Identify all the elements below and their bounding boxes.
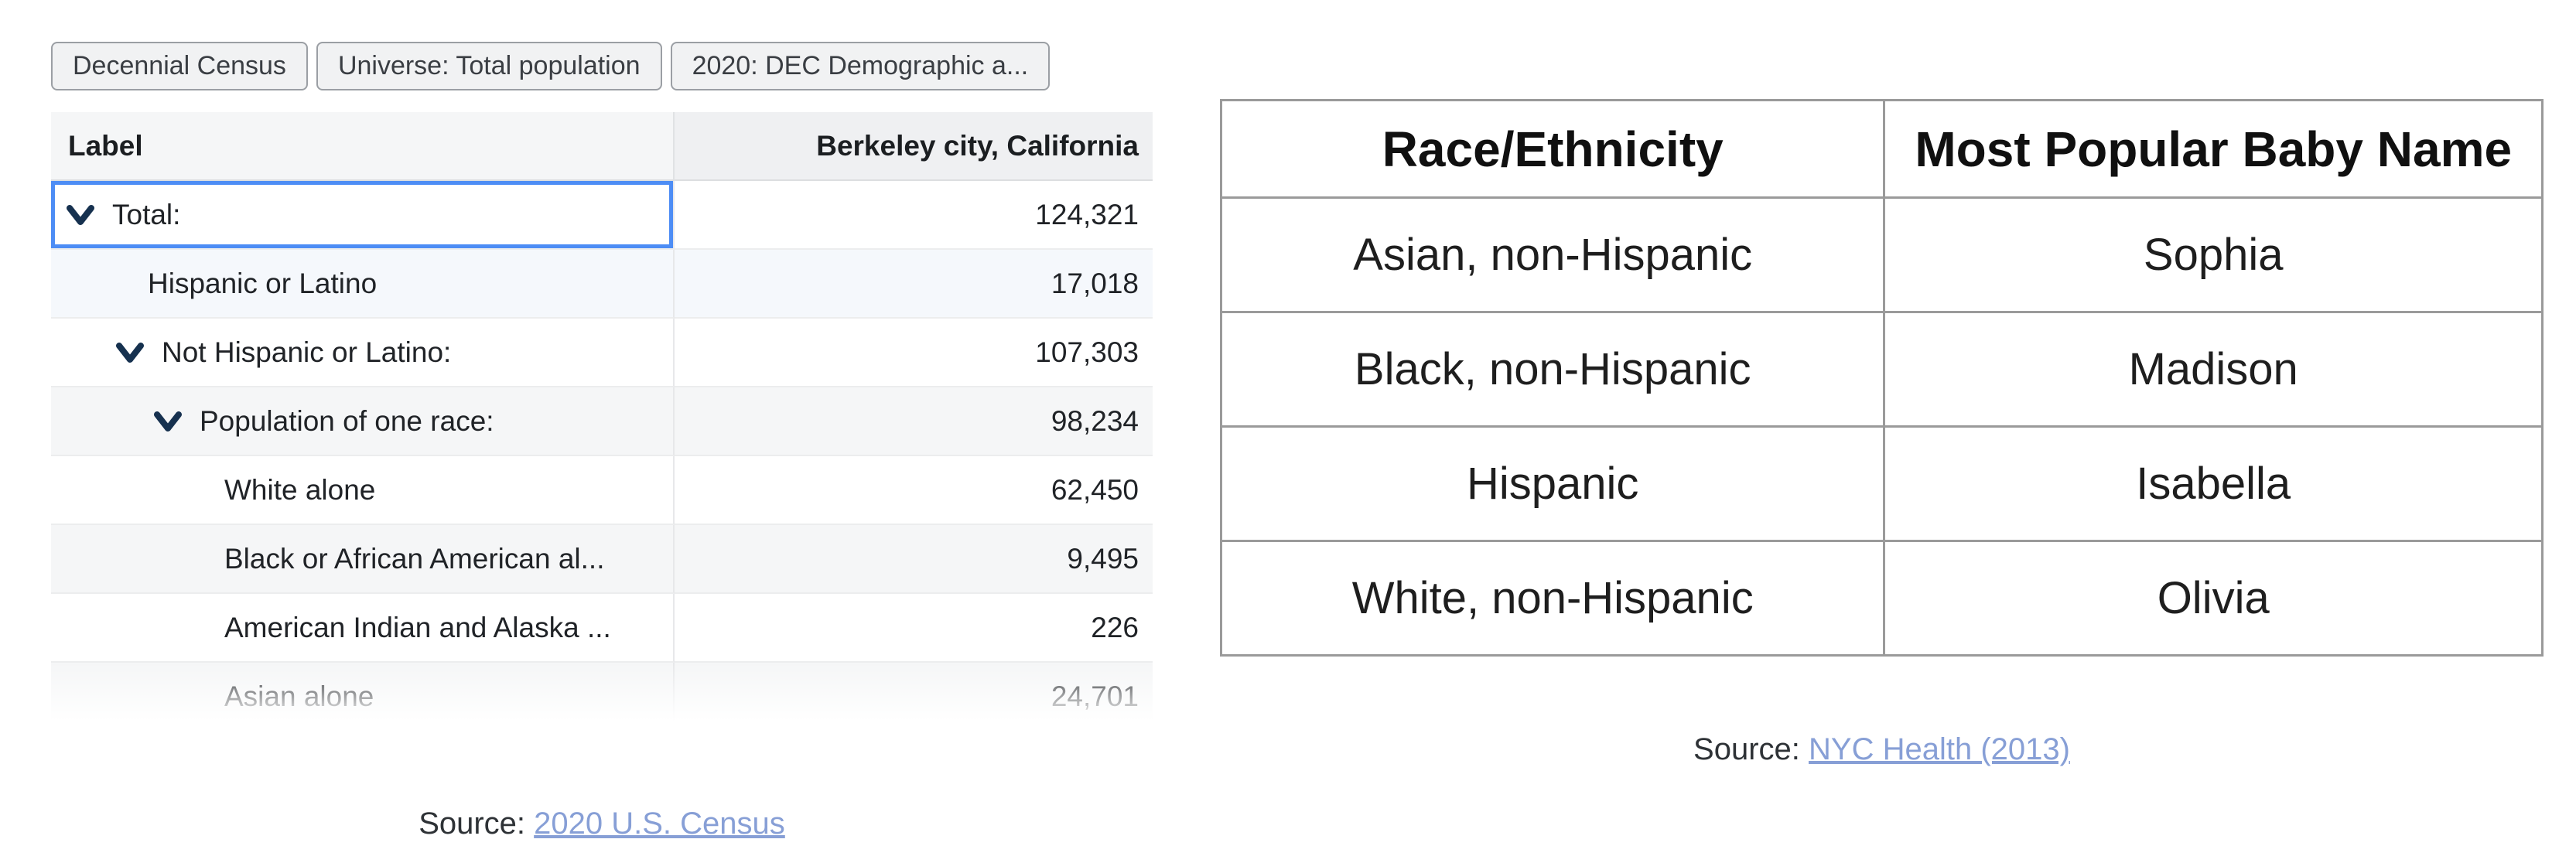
- row-label-cell[interactable]: American Indian and Alaska ...: [51, 594, 675, 663]
- source-label: Source:: [1693, 732, 1809, 766]
- table-row-white-alone: White alone 62,450: [51, 456, 1153, 525]
- row-label: Hispanic or Latino: [148, 267, 378, 299]
- row-label: White alone: [224, 473, 376, 506]
- chevron-down-icon[interactable]: [66, 204, 112, 226]
- row-value-cell[interactable]: 62,450: [675, 456, 1153, 525]
- chip-2020-dec-demographic[interactable]: 2020: DEC Demographic a...: [670, 42, 1051, 90]
- row-label-cell[interactable]: Not Hispanic or Latino:: [51, 319, 675, 387]
- baby-names-panel: Race/Ethnicity Most Popular Baby Name As…: [1219, 99, 2544, 767]
- chip-universe-total-population[interactable]: Universe: Total population: [316, 42, 662, 90]
- census-source-link[interactable]: 2020 U.S. Census: [534, 807, 785, 841]
- race-cell: Hispanic: [1219, 425, 1886, 542]
- table-row-asian-alone: Asian alone 24,701: [51, 663, 1153, 732]
- baby-source-line: Source: NYC Health (2013): [1220, 732, 2544, 767]
- table-row-american-indian-and-alaska-native: American Indian and Alaska ... 226: [51, 594, 1153, 663]
- table-row-asian: Asian, non-Hispanic Sophia: [1219, 196, 2544, 313]
- row-value-cell[interactable]: 17,018: [675, 250, 1153, 319]
- row-label: Not Hispanic or Latino:: [162, 336, 452, 368]
- geography-column-header: Berkeley city, California: [675, 112, 1153, 181]
- chevron-down-icon[interactable]: [115, 342, 162, 363]
- race-cell: Asian, non-Hispanic: [1219, 196, 1886, 313]
- census-table: Label Berkeley city, California Total: 1…: [51, 112, 1153, 736]
- table-row-total: Total: 124,321: [51, 181, 1153, 250]
- table-row-white: White, non-Hispanic Olivia: [1219, 540, 2544, 657]
- table-row-hispanic: Hispanic Isabella: [1219, 425, 2544, 542]
- table-row-not-hispanic-or-latino: Not Hispanic or Latino: 107,303: [51, 319, 1153, 387]
- row-value-cell[interactable]: 107,303: [675, 319, 1153, 387]
- name-cell: Madison: [1883, 311, 2544, 428]
- table-row-black-or-african-american-alone: Black or African American al... 9,495: [51, 525, 1153, 594]
- baby-table-header-row: Race/Ethnicity Most Popular Baby Name: [1219, 99, 2544, 199]
- race-ethnicity-header: Race/Ethnicity: [1219, 99, 1886, 199]
- census-panel: Decennial Census Universe: Total populat…: [51, 42, 1153, 841]
- chip-decennial-census[interactable]: Decennial Census: [51, 42, 308, 90]
- row-label-cell[interactable]: Total:: [51, 181, 675, 250]
- row-label: Population of one race:: [200, 404, 494, 437]
- name-cell: Isabella: [1883, 425, 2544, 542]
- census-table-header-row: Label Berkeley city, California: [51, 112, 1153, 181]
- table-row-hispanic-or-latino: Hispanic or Latino 17,018: [51, 250, 1153, 319]
- row-label-cell[interactable]: Asian alone: [51, 663, 675, 732]
- baby-source-link[interactable]: NYC Health (2013): [1809, 732, 2070, 766]
- table-row-population-of-one-race: Population of one race: 98,234: [51, 387, 1153, 456]
- name-cell: Olivia: [1883, 540, 2544, 657]
- row-value-cell[interactable]: 98,234: [675, 387, 1153, 456]
- row-label: Total:: [112, 198, 181, 230]
- baby-names-table: Race/Ethnicity Most Popular Baby Name As…: [1219, 99, 2544, 657]
- filter-chip-row: Decennial Census Universe: Total populat…: [51, 42, 1153, 90]
- popular-baby-name-header: Most Popular Baby Name: [1883, 99, 2544, 199]
- name-cell: Sophia: [1883, 196, 2544, 313]
- table-row-black: Black, non-Hispanic Madison: [1219, 311, 2544, 428]
- source-label: Source:: [419, 807, 535, 841]
- census-source-line: Source: 2020 U.S. Census: [51, 807, 1153, 841]
- label-column-header: Label: [51, 112, 675, 181]
- row-label-cell[interactable]: Hispanic or Latino: [51, 250, 675, 319]
- row-value-cell[interactable]: 226: [675, 594, 1153, 663]
- row-label: American Indian and Alaska ...: [224, 611, 611, 643]
- chevron-down-icon[interactable]: [153, 411, 200, 432]
- row-label: Black or African American al...: [224, 542, 605, 575]
- row-label-cell[interactable]: White alone: [51, 456, 675, 525]
- race-cell: White, non-Hispanic: [1219, 540, 1886, 657]
- row-value-cell[interactable]: 124,321: [675, 181, 1153, 250]
- row-value-cell[interactable]: 9,495: [675, 525, 1153, 594]
- row-label-cell[interactable]: Population of one race:: [51, 387, 675, 456]
- row-label: Asian alone: [224, 680, 374, 712]
- row-label-cell[interactable]: Black or African American al...: [51, 525, 675, 594]
- row-value-cell[interactable]: 24,701: [675, 663, 1153, 732]
- race-cell: Black, non-Hispanic: [1219, 311, 1886, 428]
